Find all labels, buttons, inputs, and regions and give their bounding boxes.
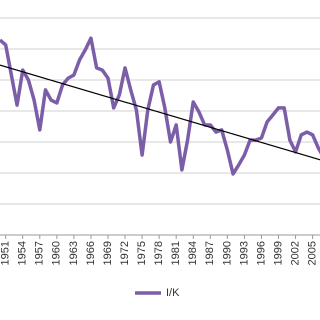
plot-area <box>0 36 320 176</box>
x-tick-label: 1972 <box>119 241 131 265</box>
x-tick-label: 1978 <box>153 241 165 265</box>
legend-label: I/K <box>166 287 180 299</box>
x-tick-label: 1981 <box>170 241 182 265</box>
x-tick-label: 1969 <box>102 241 114 265</box>
legend: I/K <box>135 287 180 299</box>
series-line <box>0 36 320 176</box>
x-tick-label: 1963 <box>68 241 80 265</box>
x-tick-label: 1984 <box>187 241 199 265</box>
trend-line <box>0 64 320 161</box>
x-tick-label: 1999 <box>272 241 284 265</box>
x-tick-label: 1990 <box>221 241 233 265</box>
x-tick-label: 1975 <box>136 241 148 265</box>
x-tick-label: 1996 <box>255 241 267 265</box>
x-tick-label: 1960 <box>51 241 63 265</box>
x-tick-label: 1993 <box>238 241 250 265</box>
x-axis: 1951 1954 1957 1960 1963 1966 1969 1972 1975 1978… <box>0 235 319 265</box>
x-tick-label: 2005 <box>307 241 319 265</box>
grid <box>0 17 320 236</box>
x-tick-label: 1951 <box>0 241 12 265</box>
x-tick-label: 1966 <box>85 241 97 265</box>
x-tick-label: 1957 <box>34 241 46 265</box>
x-tick-label: 2002 <box>289 241 301 265</box>
x-tick-label: 1954 <box>17 241 29 265</box>
x-tick-label: 1987 <box>204 241 216 265</box>
